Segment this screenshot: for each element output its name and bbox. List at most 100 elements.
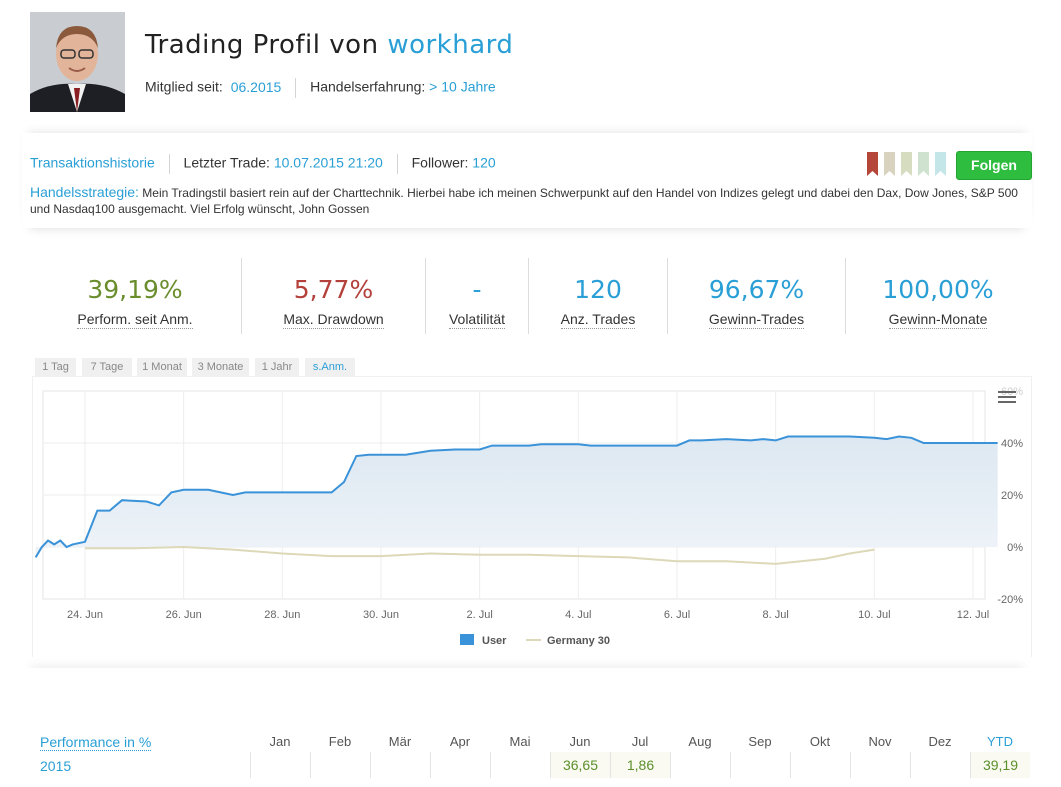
range-tab-since-signup[interactable]: s.Anm. [305, 358, 355, 376]
username-link[interactable]: workhard [387, 30, 514, 60]
stat-value: 100,00% [882, 275, 994, 304]
strategy-label: Handelsstrategie: [30, 184, 139, 200]
stat-label[interactable]: Max. Drawdown [283, 311, 384, 329]
divider [667, 258, 668, 334]
germany30-line [85, 545, 875, 565]
legend-germany30-label: Germany 30 [547, 635, 610, 647]
month-cell: 36,65 [550, 752, 610, 778]
month-header: Mai [509, 734, 531, 749]
performance-label[interactable]: Performance in % [40, 734, 152, 751]
chart-menu-icon[interactable] [998, 391, 1016, 405]
divider [845, 258, 846, 334]
divider [168, 154, 170, 174]
x-tick-label: 8. Jul [763, 609, 789, 621]
month-header: Sep [748, 734, 772, 749]
performance-year: 2015 [40, 758, 72, 774]
x-tick-label: 2. Jul [467, 609, 493, 621]
month-cell [310, 752, 370, 778]
divider [528, 258, 529, 334]
x-tick-label: 28. Jun [264, 609, 300, 621]
ribbon-icon [935, 152, 946, 176]
month-header: Apr [449, 734, 471, 749]
range-tab-1-year[interactable]: 1 Jahr [255, 358, 299, 376]
stat-volatility: - Volatilität [426, 258, 528, 334]
stat-label[interactable]: Gewinn-Monate [888, 311, 988, 329]
follower-label: Follower: [411, 154, 469, 171]
stat-trade-count: 120 Anz. Trades [529, 258, 667, 334]
range-tab-3-months[interactable]: 3 Monate [192, 358, 249, 376]
month-cell [790, 752, 850, 778]
stat-value: 39,19% [87, 275, 183, 304]
ytd-cell: 39,19 [970, 752, 1030, 778]
month-header: Feb [328, 734, 352, 749]
range-tab-1-day[interactable]: 1 Tag [35, 358, 76, 376]
legend-user-swatch [460, 634, 474, 645]
follow-button[interactable]: Folgen [956, 151, 1032, 180]
experience-value: > 10 Jahre [429, 78, 496, 95]
y-tick-label: -20% [997, 594, 1023, 606]
section-separator [22, 668, 1032, 688]
follower-count: 120 [472, 154, 496, 171]
stat-label[interactable]: Perform. seit Anm. [77, 311, 193, 329]
month-header: Nov [868, 734, 892, 749]
stat-value: 5,77% [293, 275, 374, 304]
month-cell [670, 752, 730, 778]
page-title: Trading Profil von workhard [145, 30, 513, 60]
y-tick-label: 0% [1007, 542, 1023, 554]
month-header: Okt [809, 734, 831, 749]
divider [295, 78, 297, 98]
stats-bar: 39,19% Perform. seit Anm. 5,77% Max. Dra… [30, 258, 1030, 334]
experience-label: Handelserfahrung: [310, 78, 426, 95]
ribbon-icon [884, 152, 895, 176]
avatar-portrait-icon [30, 12, 125, 112]
month-cell [430, 752, 490, 778]
x-tick-label: 26. Jun [166, 609, 202, 621]
month-cell [730, 752, 790, 778]
month-header: Jun [569, 734, 591, 749]
y-tick-label: 20% [1001, 490, 1023, 502]
month-cell [370, 752, 430, 778]
strategy: Handelsstrategie: Mein Tradingstil basie… [30, 184, 1030, 217]
x-tick-label: 4. Jul [565, 609, 591, 621]
range-tab-1-month[interactable]: 1 Monat [137, 358, 187, 376]
month-header: Dez [928, 734, 952, 749]
profile-meta: Mitglied seit: 06.2015 Handelserfahrung:… [145, 78, 496, 98]
ribbon-icon [918, 152, 929, 176]
stat-performance: 39,19% Perform. seit Anm. [30, 258, 240, 334]
stat-label[interactable]: Volatilität [448, 311, 506, 329]
range-tab-7-days[interactable]: 7 Tage [82, 358, 132, 376]
y-tick-label: 40% [1001, 438, 1023, 450]
strategy-text: Mein Tradingstil basiert rein auf der Ch… [30, 186, 1018, 216]
month-cell [850, 752, 910, 778]
x-tick-label: 12. Jul [957, 609, 989, 621]
month-cell [250, 752, 310, 778]
info-line: Transaktionshistorie Letzter Trade: 10.0… [30, 154, 496, 174]
last-trade-value: 10.07.2015 21:20 [273, 154, 383, 171]
ribbon-icon [867, 152, 878, 176]
month-header: Mär [388, 734, 412, 749]
performance-chart: 24. Jun 26. Jun 28. Jun 30. Jun 2. Jul 4. Jul… [32, 376, 1032, 657]
stat-label[interactable]: Gewinn-Trades [708, 311, 805, 329]
stat-label[interactable]: Anz. Trades [560, 311, 636, 329]
month-header: Jul [631, 734, 649, 749]
legend-user-label: User [482, 635, 507, 647]
stat-winning-trades: 96,67% Gewinn-Trades [668, 258, 845, 334]
stat-value: 96,67% [708, 275, 805, 304]
stat-value: - [472, 275, 482, 304]
title-prefix: Trading Profil von [145, 30, 379, 60]
stat-max-drawdown: 5,77% Max. Drawdown [242, 258, 425, 334]
x-tick-label: 24. Jun [67, 609, 103, 621]
divider [396, 154, 398, 174]
rating-ribbons-icon [867, 152, 946, 176]
x-tick-label: 10. Jul [858, 609, 890, 621]
month-header: Jan [269, 734, 291, 749]
member-since-value: 06.2015 [230, 78, 282, 95]
transaction-history-link[interactable]: Transaktionshistorie [30, 154, 155, 171]
month-cell: 1,86 [610, 752, 670, 778]
ytd-header: YTD [987, 734, 1013, 749]
x-tick-label: 30. Jun [363, 609, 399, 621]
x-tick-label: 6. Jul [664, 609, 690, 621]
trader-info-box: Transaktionshistorie Letzter Trade: 10.0… [22, 133, 1032, 228]
user-area [35, 436, 998, 558]
divider [241, 258, 242, 334]
